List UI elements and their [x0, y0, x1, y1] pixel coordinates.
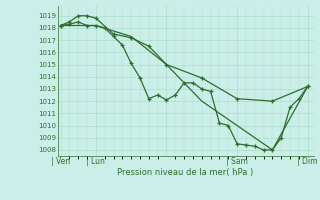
X-axis label: Pression niveau de la mer( hPa ): Pression niveau de la mer( hPa ) — [117, 168, 254, 177]
